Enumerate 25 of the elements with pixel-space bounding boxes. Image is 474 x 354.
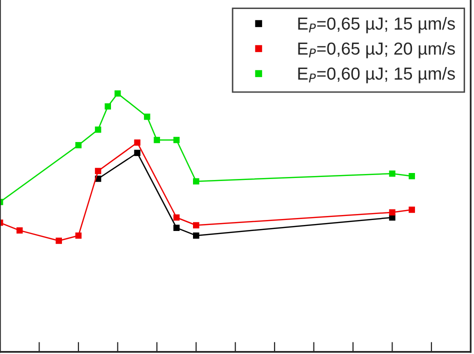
point bbox=[154, 136, 160, 144]
point bbox=[173, 136, 180, 144]
point bbox=[173, 214, 180, 221]
legend-label: E$_{P}$=0,65 µJ; 20 µm/s bbox=[298, 42, 455, 58]
point bbox=[114, 90, 121, 97]
point bbox=[408, 173, 415, 180]
point bbox=[192, 178, 200, 184]
point bbox=[94, 126, 102, 133]
legend-label: E$_{P}$=0,60 µJ; 15 µm/s bbox=[298, 67, 455, 84]
point bbox=[94, 168, 102, 174]
point bbox=[134, 139, 140, 146]
point bbox=[16, 227, 23, 234]
point bbox=[144, 114, 150, 120]
point bbox=[192, 232, 200, 239]
point bbox=[104, 103, 111, 110]
point bbox=[389, 170, 396, 177]
point bbox=[134, 150, 140, 156]
point bbox=[75, 232, 82, 239]
point bbox=[408, 206, 415, 213]
point bbox=[56, 238, 62, 244]
point bbox=[75, 142, 82, 148]
point bbox=[389, 209, 396, 216]
point bbox=[192, 222, 200, 228]
legend-label: E$_{P}$=0,65 µJ; 15 µm/s bbox=[298, 17, 455, 34]
point bbox=[173, 224, 180, 231]
